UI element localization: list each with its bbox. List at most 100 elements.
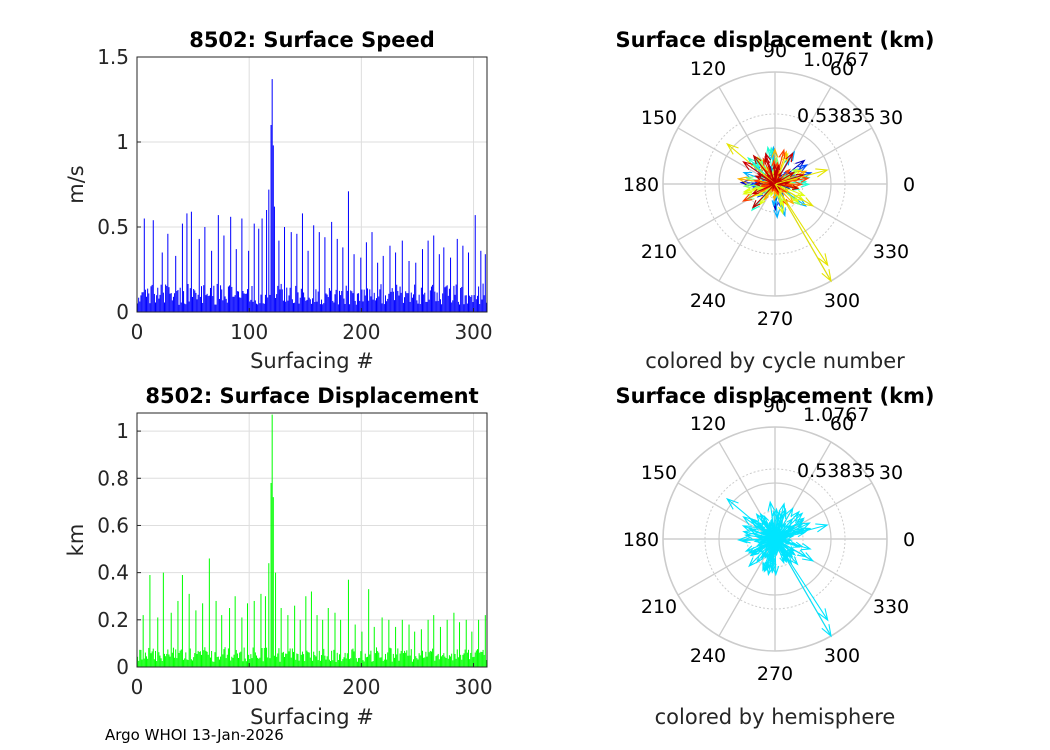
bar [381, 303, 383, 312]
bar [407, 293, 409, 312]
bar [165, 656, 167, 667]
bar [158, 652, 160, 667]
bar [478, 619, 480, 667]
displacement-arrow [774, 510, 787, 540]
y-tick-label: 0.4 [97, 561, 129, 585]
bar [345, 658, 347, 667]
bar [222, 654, 224, 667]
bar [261, 218, 263, 312]
bar [334, 294, 336, 312]
bar [472, 657, 474, 667]
displacement-bars [137, 414, 487, 667]
displacement-arrow [751, 183, 776, 195]
bar [167, 649, 169, 667]
bar [434, 660, 436, 667]
polar-radius-label-max: 1.0767 [803, 404, 869, 426]
bar [295, 659, 297, 667]
bar [151, 651, 153, 667]
bar [244, 293, 246, 312]
bar [345, 285, 347, 312]
bar [268, 563, 270, 667]
bar [264, 596, 266, 667]
bar [416, 658, 418, 667]
bar [313, 651, 315, 667]
bar [335, 661, 337, 667]
bar [149, 575, 151, 667]
bar [209, 657, 211, 667]
bar [355, 304, 357, 312]
bar [314, 655, 316, 667]
bar [359, 657, 361, 667]
bar [432, 284, 434, 312]
bar [480, 250, 482, 312]
polar-angle-label: 0 [903, 174, 915, 196]
bar [401, 619, 403, 667]
bar [197, 294, 199, 312]
bar [166, 285, 168, 312]
bar [455, 284, 457, 312]
bar [292, 651, 294, 667]
speed-title: 8502: Surface Speed [189, 28, 435, 52]
bar [190, 211, 192, 312]
bar [368, 300, 370, 312]
bar [276, 294, 278, 312]
bar [387, 298, 389, 312]
bar [331, 221, 333, 312]
bar [331, 650, 333, 667]
y-tick-label: 0.8 [97, 466, 129, 490]
bar [328, 288, 330, 312]
bar [324, 655, 326, 667]
bar [317, 660, 319, 667]
bar [389, 245, 391, 312]
bar [337, 304, 339, 312]
x-tick-label: 0 [131, 675, 144, 699]
displacement-arrow [774, 519, 805, 540]
bar [427, 240, 429, 312]
bar [158, 298, 160, 312]
polar-radius-label-mid: 0.53835 [797, 460, 876, 482]
bar [171, 652, 173, 667]
bar [365, 242, 367, 312]
bar [376, 298, 378, 312]
polar-angle-label: 30 [879, 462, 903, 484]
bar [305, 300, 307, 312]
bar [445, 286, 447, 312]
bar [379, 289, 381, 312]
bar [138, 297, 140, 312]
bar [239, 652, 241, 667]
bar [380, 284, 382, 312]
polar-angle-label: 270 [757, 663, 793, 685]
y-tick-label: 0.5 [97, 215, 129, 239]
bar [298, 660, 300, 667]
bar [168, 287, 170, 312]
bar [439, 626, 441, 667]
bar [374, 300, 376, 312]
bar [395, 252, 397, 312]
bar [323, 303, 325, 312]
bar [254, 652, 256, 667]
bar [413, 294, 415, 312]
displacement-arrow [760, 518, 776, 540]
bar [279, 661, 281, 667]
bar [310, 303, 312, 312]
bar [234, 596, 236, 667]
bar [259, 303, 261, 312]
bar [159, 655, 161, 667]
bar [447, 295, 449, 312]
bar [417, 303, 419, 312]
bar [430, 286, 432, 312]
displacement-arrow [772, 183, 777, 190]
bar [258, 658, 260, 667]
bar [285, 653, 287, 667]
polar-hemisphere-panel: Surface displacement (km) 0 30 60 90 120 150 1… [615, 384, 934, 729]
bar [197, 650, 199, 667]
bar [251, 286, 253, 312]
displacement-arrow [774, 183, 832, 283]
y-tick-label: 1 [116, 419, 129, 443]
bar [372, 661, 374, 667]
bar [181, 223, 183, 312]
polar-angle-label: 330 [873, 241, 909, 263]
bar [241, 218, 243, 312]
bar [373, 292, 375, 312]
bar [147, 658, 149, 667]
